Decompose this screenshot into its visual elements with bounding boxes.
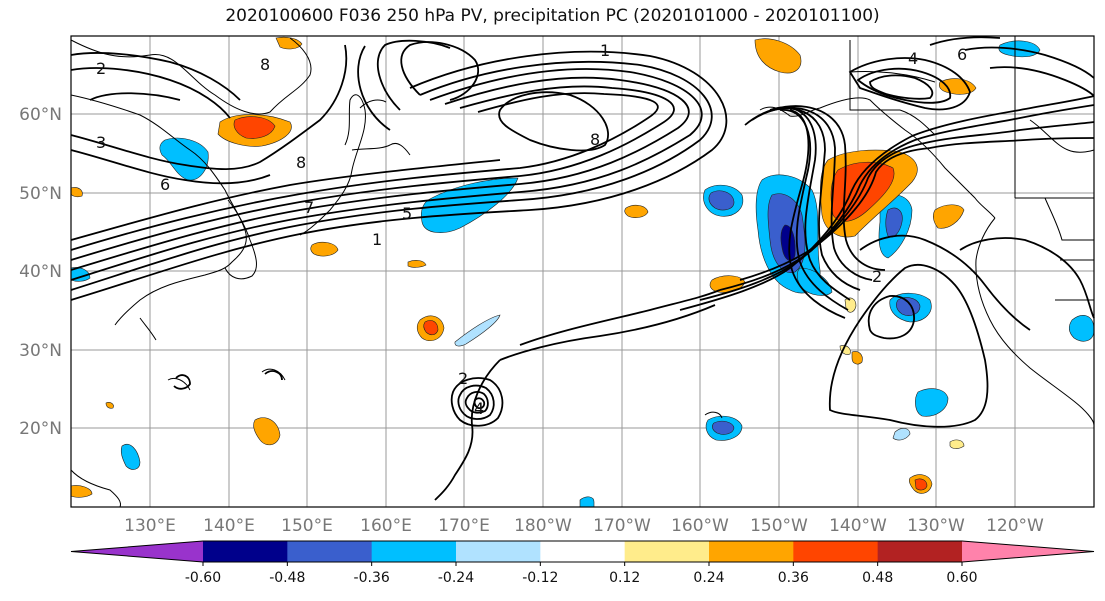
colorbar-label: -0.48 [269, 570, 305, 586]
contour-label: 8 [296, 153, 306, 172]
lon-label: 170°E [438, 516, 490, 536]
colorbar-label: -0.36 [354, 570, 390, 586]
lon-label: 170°W [593, 516, 651, 536]
contour-label: 3 [96, 133, 106, 152]
lat-label: 50°N [19, 184, 62, 204]
plot-border [70, 35, 1095, 508]
lat-label: 20°N [19, 419, 62, 439]
contour-label: 8 [260, 55, 270, 74]
lat-label: 60°N [19, 105, 62, 125]
lon-label: 140°E [203, 516, 255, 536]
colorbar-label: 0.36 [778, 570, 809, 586]
latitude-labels: 60°N 50°N 40°N 30°N 20°N [19, 105, 62, 439]
colorbar-label: 0.12 [609, 570, 640, 586]
lon-label: 180°W [514, 516, 572, 536]
lat-label: 40°N [19, 262, 62, 282]
lon-label: 140°W [829, 516, 887, 536]
lon-label: 120°W [986, 516, 1044, 536]
contour-label: 4 [908, 49, 918, 68]
contour-label: 8 [590, 130, 600, 149]
pv-contours [70, 36, 1095, 501]
contour-label: 2 [458, 369, 468, 388]
lon-label: 160°E [360, 516, 412, 536]
colorbar-label: -0.12 [522, 570, 558, 586]
colorbar-extend-high [962, 541, 1094, 562]
lon-label: 130°W [907, 516, 965, 536]
lon-label: 160°W [671, 516, 729, 536]
contour-label: 4 [474, 399, 484, 418]
colorbar-segment [624, 541, 710, 562]
colorbar-label: 0.48 [862, 570, 893, 586]
map-title: 2020100600 F036 250 hPa PV, precipitatio… [225, 6, 880, 26]
precip-anomaly-fills [70, 36, 1095, 508]
colorbar-segment [709, 541, 794, 562]
colorbar-label: -0.60 [185, 570, 221, 586]
colorbar-label: -0.24 [438, 570, 474, 586]
graticule [71, 36, 1094, 507]
contour-label: 5 [402, 204, 412, 223]
lon-label: 150°E [281, 516, 333, 536]
contour-label: 7 [304, 198, 314, 217]
colorbar-segment [371, 541, 457, 562]
lon-label: 130°E [124, 516, 176, 536]
colorbar-label: 0.24 [693, 570, 724, 586]
colorbar-segment [203, 541, 288, 562]
lon-label: 150°W [750, 516, 808, 536]
colorbar-segment [540, 541, 626, 562]
contour-label: 2 [872, 267, 882, 286]
colorbar-segment [287, 541, 373, 562]
lat-label: 30°N [19, 341, 62, 361]
contour-label: 1 [600, 41, 610, 60]
contour-labels: 1 2 3 4 5 6 7 8 1 2 2 4 8 8 6 [96, 41, 967, 418]
colorbar: -0.60 -0.48 -0.36 -0.24 -0.12 0.12 0.24 0.36 0.4… [70, 540, 1095, 586]
contour-label: 2 [96, 59, 106, 78]
contour-label: 6 [160, 175, 170, 194]
longitude-labels: 130°E 140°E 150°E 160°E 170°E 180°W 170°… [124, 516, 1044, 536]
contour-label: 1 [372, 230, 382, 249]
colorbar-label: 0.60 [946, 570, 977, 586]
colorbar-segment [456, 541, 541, 562]
colorbar-segment [877, 541, 963, 562]
colorbar-extend-low [71, 541, 203, 562]
colorbar-segment [793, 541, 879, 562]
contour-label: 6 [957, 45, 967, 64]
